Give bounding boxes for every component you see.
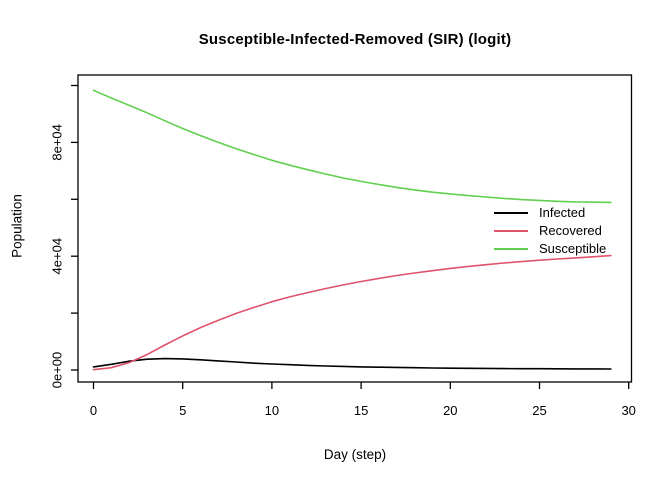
recovered-line bbox=[92, 254, 612, 371]
x-tick-label: 30 bbox=[621, 403, 635, 418]
chart-title: Susceptible-Infected-Removed (SIR) (logi… bbox=[198, 31, 512, 48]
y-tick-label: 0e+00 bbox=[50, 352, 65, 389]
y-tick-label: 8e+04 bbox=[50, 124, 65, 161]
x-tick-label: 20 bbox=[443, 403, 457, 418]
legend-item-recovered: Recovered bbox=[494, 222, 606, 240]
legend-label-infected: Infected bbox=[539, 205, 586, 220]
x-tick-label: 15 bbox=[354, 403, 368, 418]
legend-item-susceptible: Susceptible bbox=[494, 240, 606, 258]
legend-line-infected bbox=[494, 212, 528, 214]
x-tick-label: 25 bbox=[532, 403, 546, 418]
y-tick-label: 4e+04 bbox=[50, 238, 65, 275]
legend-line-recovered bbox=[494, 230, 528, 232]
legend-label-susceptible: Susceptible bbox=[539, 241, 607, 256]
x-tick-label: 5 bbox=[179, 403, 186, 418]
legend-line-susceptible bbox=[494, 248, 528, 250]
legend: Infected Recovered Susceptible bbox=[494, 204, 606, 258]
x-tick-label: 10 bbox=[265, 403, 279, 418]
susceptible-line bbox=[92, 89, 612, 204]
legend-label-recovered: Recovered bbox=[539, 223, 602, 238]
x-axis-title: Day (step) bbox=[323, 447, 387, 462]
legend-item-infected: Infected bbox=[494, 204, 606, 222]
plot-border bbox=[77, 74, 633, 383]
infected-line bbox=[92, 357, 612, 370]
x-tick-label: 0 bbox=[90, 403, 97, 418]
